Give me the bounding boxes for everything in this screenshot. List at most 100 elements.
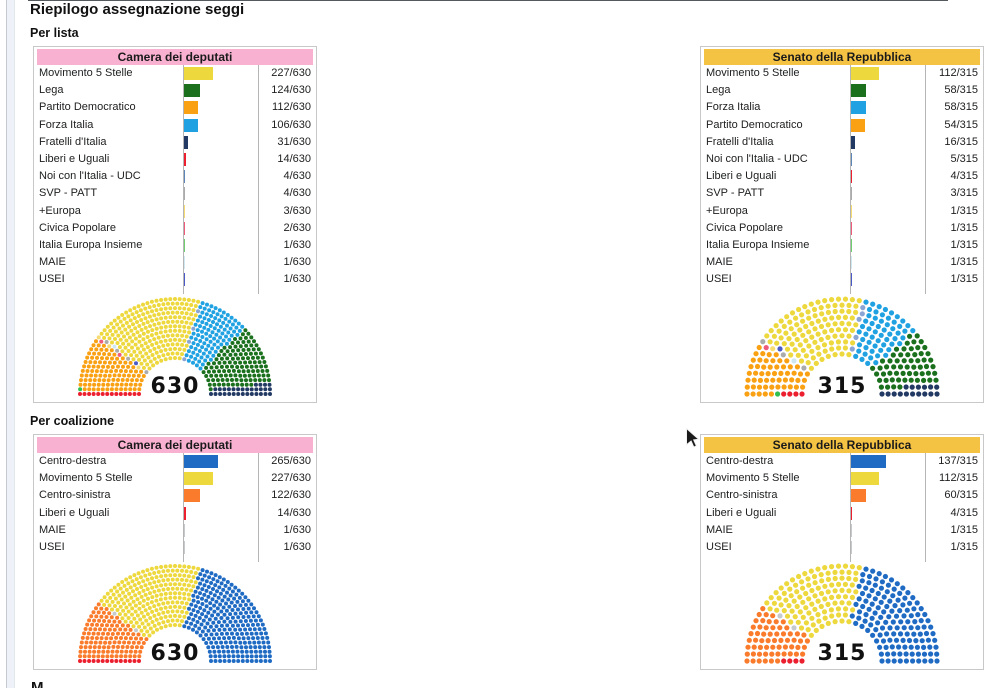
- seat-dot: [252, 339, 256, 344]
- seat-dot: [124, 605, 129, 610]
- seat-dot: [126, 364, 131, 369]
- seat-dot: [842, 345, 848, 351]
- spacer-cell: [183, 556, 258, 563]
- seat-dot: [214, 357, 219, 362]
- seat-dot: [184, 601, 189, 606]
- seat-dot: [258, 392, 263, 396]
- seat-dot: [215, 322, 219, 327]
- seat-dot: [839, 351, 845, 357]
- seat-dot: [865, 627, 871, 634]
- seat-dot: [163, 357, 168, 362]
- seat-dot: [898, 352, 904, 358]
- seat-dot: [860, 604, 866, 610]
- seat-dot: [161, 334, 166, 339]
- seat-bar: [184, 118, 198, 132]
- seat-dot: [203, 625, 208, 630]
- seat-dot: [248, 360, 252, 365]
- seat-dot: [126, 356, 131, 361]
- seat-dot: [90, 355, 95, 360]
- seat-count: 112/630: [258, 99, 316, 117]
- seat-dot: [265, 636, 270, 641]
- seat-dot: [124, 649, 129, 654]
- seat-dot: [208, 387, 213, 392]
- seat-dot: [161, 601, 166, 606]
- seat-dot: [800, 651, 806, 657]
- seat-dot: [859, 578, 865, 584]
- section-heading-per-coalizione: Per coalizione: [30, 414, 115, 428]
- seat-dot: [249, 364, 254, 369]
- seat-dot: [243, 352, 248, 356]
- seat-dot: [123, 352, 128, 357]
- seat-dot: [145, 587, 150, 592]
- seat-dot: [774, 340, 780, 346]
- seat-dot: [191, 360, 195, 365]
- table-title: Senato della Repubblica: [704, 49, 980, 65]
- seat-dot: [759, 371, 765, 377]
- seat-dot: [123, 327, 128, 332]
- seat-dot: [191, 584, 196, 589]
- party-name: Centro-destra: [706, 455, 774, 467]
- seat-dot: [228, 345, 233, 350]
- seat-bar: [184, 170, 185, 184]
- seat-dot: [249, 659, 254, 664]
- seat-dot: [240, 324, 245, 329]
- seat-dot: [918, 339, 924, 345]
- seat-dot: [121, 364, 125, 369]
- seat-dot: [904, 364, 910, 370]
- seat-dot: [244, 382, 249, 387]
- seat-dot: [200, 335, 205, 339]
- seat-dot: [251, 347, 256, 352]
- seat-dot: [109, 387, 114, 392]
- seat-dot: [224, 334, 228, 339]
- seat-dot: [128, 369, 133, 374]
- party-name: USEI: [39, 273, 65, 286]
- seat-dot: [187, 339, 191, 344]
- seat-dot: [131, 624, 136, 629]
- seat-dot: [932, 370, 938, 376]
- seat-dot: [829, 297, 835, 303]
- seat-dot: [102, 645, 106, 650]
- seat-dot: [885, 391, 891, 397]
- party-name: Civica Popolare: [706, 221, 784, 234]
- party-name: Forza Italia: [39, 118, 94, 131]
- seat-bar: [184, 152, 186, 166]
- next-section-heading-partial: M: [31, 679, 44, 688]
- seat-dot: [231, 392, 236, 396]
- seat-dot: [787, 631, 793, 637]
- party-name: Liberi e Uguali: [706, 170, 777, 183]
- seat-dot: [798, 625, 805, 631]
- seat-dot: [256, 373, 261, 378]
- seat-dot: [895, 330, 901, 336]
- seat-dot: [218, 659, 223, 664]
- seat-dot: [218, 602, 223, 607]
- seat-dot: [213, 659, 218, 664]
- seat-count: 227/630: [258, 65, 316, 83]
- seat-dot: [809, 615, 815, 622]
- seat-dot: [825, 309, 831, 315]
- seat-dot: [769, 384, 775, 390]
- seat-dot: [221, 320, 226, 325]
- seat-dot: [846, 321, 852, 327]
- seat-dot: [150, 309, 154, 314]
- seat-dot: [204, 633, 209, 638]
- seat-bar: [184, 204, 185, 218]
- seat-dot: [199, 622, 204, 627]
- seat-dot: [934, 651, 940, 657]
- seat-dot: [227, 604, 232, 609]
- seat-dot: [175, 600, 180, 605]
- seat-dot: [139, 369, 144, 374]
- seat-bar: [851, 170, 852, 184]
- seat-dot: [163, 605, 168, 610]
- party-row: MAIE 1/630: [34, 254, 316, 272]
- seat-dot: [168, 623, 173, 628]
- seat-dot: [144, 370, 149, 375]
- seat-dot: [256, 347, 261, 352]
- seat-bar: [851, 135, 856, 149]
- seat-dot: [121, 590, 125, 595]
- seat-dot: [925, 370, 931, 376]
- seat-dot: [156, 321, 161, 326]
- seat-dot: [846, 333, 852, 339]
- seat-bar-column: [850, 236, 925, 255]
- seat-dot: [85, 355, 90, 360]
- party-row: Movimento 5 Stelle 112/315: [701, 65, 983, 83]
